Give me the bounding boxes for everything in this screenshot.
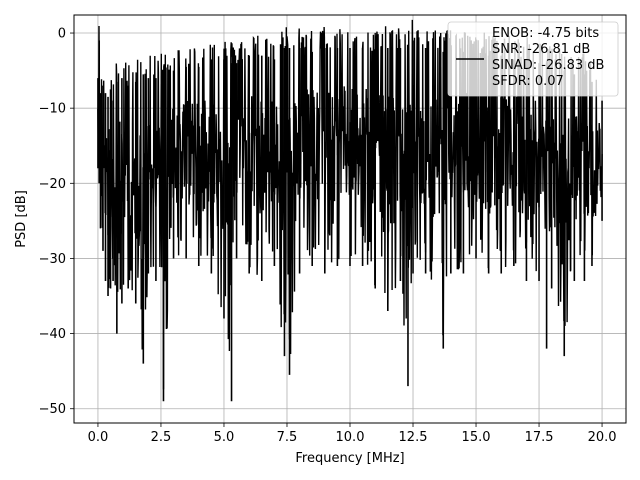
legend-entry-line: SNR: -26.81 dB	[492, 42, 590, 57]
y-tick-label: −50	[39, 402, 66, 417]
legend-entry-line: ENOB: -4.75 bits	[492, 26, 599, 41]
legend-box	[447, 21, 619, 97]
x-tick-label: 5.0	[214, 430, 235, 445]
x-tick-label: 17.5	[525, 430, 554, 445]
y-tick-label: −10	[39, 102, 66, 117]
x-tick-label: 20.0	[588, 430, 617, 445]
x-tick-label: 10.0	[336, 430, 365, 445]
x-tick-label: 0.0	[88, 430, 109, 445]
x-tick-label: 7.5	[277, 430, 298, 445]
y-tick-label: −20	[39, 177, 66, 192]
y-axis-ticks: 0 −10 −20 −30 −40 −50	[39, 27, 74, 417]
x-axis-ticks: 0.0 2.5 5.0 7.5 10.0 12.5 15.0 17.5 20.0	[88, 423, 617, 445]
x-tick-label: 15.0	[462, 430, 491, 445]
legend-entry-line: SINAD: -26.83 dB	[492, 58, 604, 73]
legend-entry-line: SFDR: 0.07	[492, 74, 564, 89]
x-tick-label: 2.5	[151, 430, 172, 445]
x-tick-label: 12.5	[399, 430, 428, 445]
x-axis-label: Frequency [MHz]	[295, 451, 404, 466]
y-tick-label: −30	[39, 252, 66, 267]
y-tick-label: 0	[58, 27, 66, 42]
y-tick-label: −40	[39, 327, 66, 342]
y-axis-label: PSD [dB]	[14, 190, 29, 248]
